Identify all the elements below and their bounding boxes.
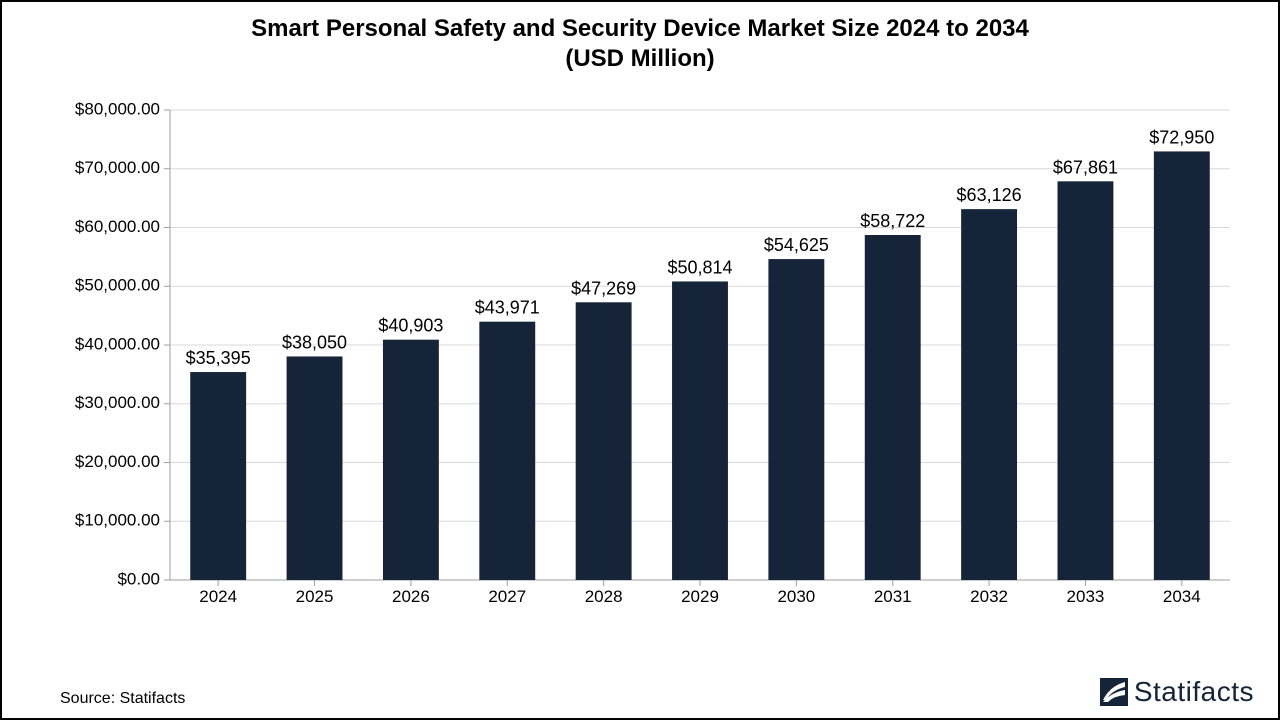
bar	[576, 302, 632, 580]
bar-value-label: $50,814	[667, 257, 732, 277]
bar	[383, 340, 439, 580]
bar	[190, 372, 246, 580]
x-tick-label: 2030	[777, 587, 815, 606]
bar-value-label: $35,395	[186, 348, 251, 368]
x-tick-label: 2028	[585, 587, 623, 606]
y-tick-label: $40,000.00	[75, 334, 160, 353]
bar-value-label: $58,722	[860, 211, 925, 231]
y-tick-label: $30,000.00	[75, 393, 160, 412]
bar	[672, 281, 728, 580]
bar-value-label: $63,126	[957, 185, 1022, 205]
bar	[479, 322, 535, 580]
x-tick-label: 2034	[1163, 587, 1201, 606]
bar	[1058, 181, 1114, 580]
x-tick-label: 2031	[874, 587, 912, 606]
brand-name: Statifacts	[1134, 676, 1254, 708]
bar-value-label: $38,050	[282, 332, 347, 352]
x-tick-label: 2024	[199, 587, 237, 606]
plot-area: $0.00 $10,000.00 $20,000.00 $30,000.00 $40,0…	[20, 80, 1260, 670]
bar	[961, 209, 1017, 580]
bar	[768, 259, 824, 580]
source-text: Source: Statifacts	[60, 690, 185, 708]
bar	[1154, 151, 1210, 580]
footer: Source: Statifacts Statifacts	[20, 676, 1260, 710]
x-tick-label: 2033	[1067, 587, 1105, 606]
x-tick-label: 2027	[488, 587, 526, 606]
y-tick-label: $10,000.00	[75, 511, 160, 530]
chart-title: Smart Personal Safety and Security Devic…	[20, 14, 1260, 74]
bar	[287, 356, 343, 580]
title-line-2: (USD Million)	[20, 44, 1260, 74]
bar-chart-svg: $0.00 $10,000.00 $20,000.00 $30,000.00 $40,0…	[20, 80, 1250, 620]
y-tick-label: $60,000.00	[75, 217, 160, 236]
x-tick-label: 2025	[296, 587, 334, 606]
bar	[865, 235, 921, 580]
y-tick-label: $70,000.00	[75, 158, 160, 177]
bar-value-label: $54,625	[764, 235, 829, 255]
bar-value-label: $43,971	[475, 298, 540, 318]
x-tick-label: 2029	[681, 587, 719, 606]
title-line-1: Smart Personal Safety and Security Devic…	[20, 14, 1260, 44]
y-tick-label: $0.00	[117, 569, 160, 588]
bar-value-label: $72,950	[1149, 127, 1214, 147]
y-tick-label: $20,000.00	[75, 452, 160, 471]
bar-value-label: $47,269	[571, 278, 636, 298]
chart-container: Smart Personal Safety and Security Devic…	[0, 0, 1280, 720]
y-tick-label: $50,000.00	[75, 276, 160, 295]
brand-icon	[1100, 678, 1128, 706]
x-tick-label: 2026	[392, 587, 430, 606]
brand-logo: Statifacts	[1100, 676, 1254, 708]
bar-value-label: $67,861	[1053, 157, 1118, 177]
bar-value-label: $40,903	[378, 316, 443, 336]
y-tick-label: $80,000.00	[75, 99, 160, 118]
x-tick-label: 2032	[970, 587, 1008, 606]
